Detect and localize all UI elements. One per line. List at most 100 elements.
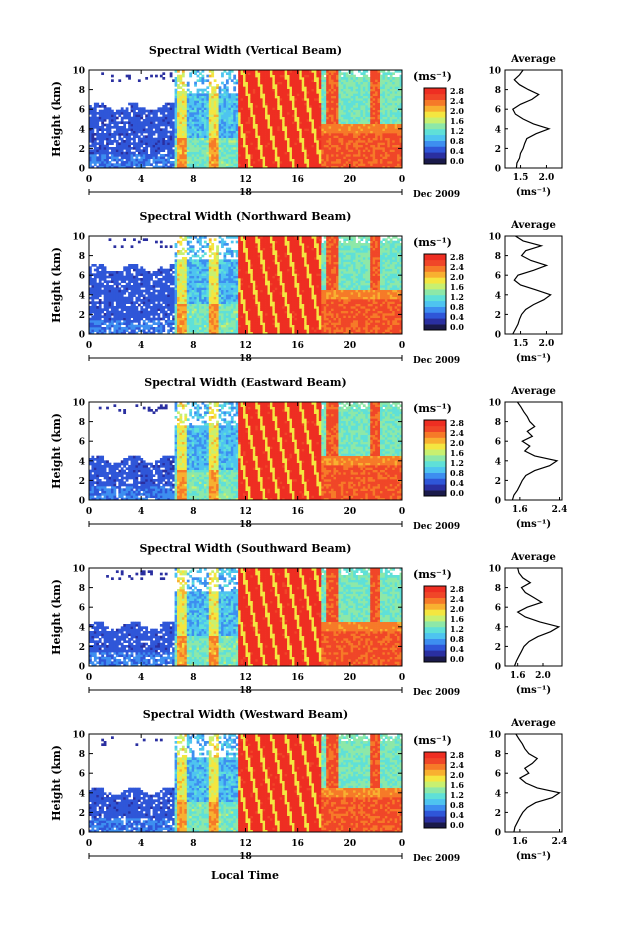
heatmap-cell [329, 72, 332, 75]
heatmap-cell [221, 161, 224, 164]
heatmap-cell [365, 161, 368, 164]
heatmap-cell [182, 110, 185, 113]
heatmap-cell [312, 96, 315, 99]
heatmap-cell [348, 135, 351, 138]
heatmap-cell [253, 124, 256, 127]
heatmap-cell [189, 119, 192, 122]
heatmap-cell [348, 119, 351, 122]
heatmap-cell [360, 131, 363, 134]
heatmap-cell [116, 121, 119, 124]
heatmap-cell [113, 117, 116, 120]
heatmap-cell [231, 147, 234, 150]
heatmap-cell [118, 126, 121, 129]
heatmap-cell [378, 110, 381, 113]
heatmap-cell [179, 79, 182, 82]
heatmap-cell [331, 119, 334, 122]
heatmap-cell [197, 138, 200, 141]
heatmap-cell [309, 93, 312, 96]
heatmap-cell [299, 117, 302, 120]
heatmap-cell [280, 124, 283, 127]
heatmap-cell [126, 135, 129, 138]
heatmap-cell [312, 124, 315, 127]
heatmap-cell [299, 79, 302, 82]
heatmap-cell [268, 149, 271, 152]
heatmap-cell [214, 86, 217, 89]
heatmap-cell [319, 91, 322, 94]
heatmap-cell [346, 86, 349, 89]
heatmap-cell [250, 163, 253, 166]
heatmap-cell [260, 133, 263, 136]
heatmap-cell [280, 100, 283, 103]
heatmap-cell [282, 100, 285, 103]
heatmap-cell [182, 96, 185, 99]
heatmap-cell [162, 131, 165, 134]
heatmap-cell [116, 159, 119, 162]
heatmap-cell [157, 124, 160, 127]
heatmap-cell [348, 149, 351, 152]
heatmap-cell [204, 159, 207, 162]
heatmap-cell [157, 149, 160, 152]
heatmap-cell [277, 72, 280, 75]
heatmap-cell [316, 110, 319, 113]
heatmap-cell [292, 107, 295, 110]
heatmap-cell [258, 93, 261, 96]
heatmap-cell [282, 77, 285, 80]
heatmap-cell [258, 140, 261, 143]
heatmap-cell [360, 147, 363, 150]
heatmap-cell [211, 140, 214, 143]
heatmap-cell [243, 131, 246, 134]
heatmap-cell [280, 96, 283, 99]
heatmap-cell [329, 89, 332, 92]
heatmap-cell [94, 103, 97, 106]
heatmap-cell [187, 135, 190, 138]
heatmap-cell [395, 140, 398, 143]
heatmap-cell [145, 142, 148, 145]
heatmap-cell [272, 163, 275, 166]
heatmap-cell [165, 105, 168, 108]
heatmap-cell [101, 278, 104, 281]
heatmap-cell [109, 290, 112, 293]
heatmap-cell [338, 154, 341, 157]
heatmap-cell [226, 91, 229, 94]
heatmap-cell [297, 126, 300, 129]
heatmap-cell [189, 105, 192, 108]
heatmap-cell [204, 96, 207, 99]
heatmap-cell [343, 72, 346, 75]
heatmap-cell [324, 124, 327, 127]
heatmap-cell [314, 107, 317, 110]
heatmap-cell [258, 86, 261, 89]
heatmap-cell [101, 269, 104, 272]
heatmap-cell [314, 152, 317, 155]
heatmap-cell [265, 112, 268, 115]
heatmap-cell [228, 147, 231, 150]
heatmap-cell [260, 93, 263, 96]
heatmap-cell [109, 126, 112, 129]
heatmap-cell [290, 100, 293, 103]
heatmap-cell [165, 124, 168, 127]
heatmap-cell [353, 91, 356, 94]
heatmap-cell [294, 110, 297, 113]
heatmap-cell [148, 138, 151, 141]
heatmap-cell [96, 149, 99, 152]
heatmap-cell [285, 147, 288, 150]
heatmap-cell [358, 100, 361, 103]
heatmap-cell [356, 140, 359, 143]
heatmap-cell [253, 135, 256, 138]
heatmap-cell [353, 75, 356, 78]
heatmap-cell [302, 86, 305, 89]
heatmap-cell [385, 145, 388, 148]
heatmap-cell [358, 140, 361, 143]
heatmap-cell [282, 107, 285, 110]
heatmap-cell [334, 119, 337, 122]
heatmap-cell [148, 121, 151, 124]
heatmap-cell [363, 121, 366, 124]
heatmap-cell [299, 72, 302, 75]
heatmap-cell [250, 86, 253, 89]
heatmap-cell [365, 124, 368, 127]
heatmap-cell [216, 96, 219, 99]
heatmap-cell [387, 131, 390, 134]
heatmap-cell [336, 100, 339, 103]
heatmap-cell [334, 140, 337, 143]
heatmap-cell [91, 152, 94, 155]
heatmap-cell [91, 119, 94, 122]
